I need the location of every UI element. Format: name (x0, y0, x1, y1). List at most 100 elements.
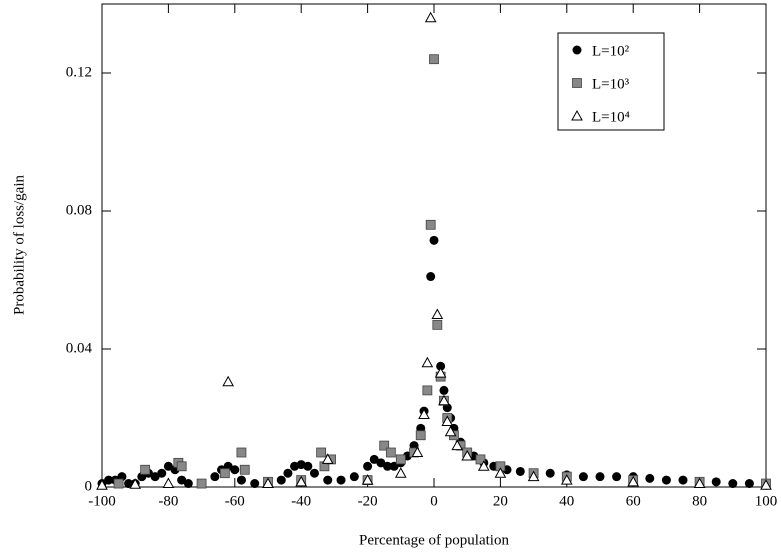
point (309, 468, 319, 478)
point (283, 468, 293, 478)
point (411, 446, 424, 457)
point (436, 361, 446, 371)
point (451, 439, 464, 451)
x-tick-label: -60 (225, 493, 245, 509)
point (434, 367, 447, 378)
point (210, 472, 220, 482)
point (236, 475, 246, 485)
point (728, 479, 738, 489)
point (645, 473, 655, 483)
point (711, 477, 721, 487)
point (385, 447, 396, 458)
point (415, 430, 426, 441)
point (363, 461, 373, 471)
point (438, 394, 450, 406)
point (276, 475, 286, 485)
point (236, 447, 247, 458)
point (425, 219, 436, 230)
point (162, 477, 175, 489)
x-tick-label: 20 (493, 493, 508, 509)
legend-marker (571, 109, 583, 121)
point (321, 453, 334, 464)
x-tick-label: 80 (692, 493, 707, 509)
point (760, 479, 772, 490)
point (394, 467, 407, 478)
x-tick-label: 100 (755, 493, 778, 509)
point (429, 235, 439, 245)
point (383, 461, 393, 471)
point (421, 356, 434, 368)
point (239, 464, 250, 475)
point (163, 461, 173, 471)
y-tick-label: 0.12 (66, 64, 92, 80)
point (627, 475, 640, 487)
point (196, 478, 207, 489)
point (494, 467, 507, 478)
y-tick-label: 0 (85, 478, 93, 494)
legend-label: L=10³ (592, 76, 630, 92)
point (96, 479, 108, 490)
x-tick-label: -80 (158, 493, 178, 509)
point (527, 470, 540, 482)
point (250, 479, 260, 489)
point (316, 447, 327, 458)
point (612, 472, 622, 482)
y-tick-label: 0.08 (66, 202, 92, 218)
point (461, 449, 474, 461)
point (477, 460, 490, 471)
point (140, 464, 151, 475)
legend-label: L=10⁴ (592, 109, 630, 125)
point (104, 475, 114, 485)
point (177, 475, 187, 485)
x-tick-label: -100 (88, 493, 116, 509)
point (379, 440, 390, 451)
x-tick-label: 60 (626, 493, 641, 509)
point (424, 11, 437, 23)
point (183, 479, 193, 489)
point (369, 454, 379, 464)
point (361, 474, 374, 485)
point (113, 478, 124, 489)
point (693, 477, 706, 489)
legend-marker (572, 45, 582, 55)
point (439, 385, 449, 395)
point (678, 475, 688, 485)
point (336, 475, 346, 485)
point (560, 474, 573, 485)
x-tick-label: -20 (358, 493, 378, 509)
legend-marker (572, 78, 582, 88)
point (578, 472, 588, 482)
x-tick-label: 40 (559, 493, 574, 509)
plot-frame (101, 3, 767, 488)
point (157, 468, 167, 478)
point (219, 468, 230, 479)
point (444, 425, 457, 437)
y-tick-label: 0.04 (66, 340, 93, 356)
point (429, 54, 439, 65)
point (230, 465, 240, 475)
point (441, 415, 454, 426)
point (432, 319, 443, 330)
point (129, 478, 142, 489)
point (349, 472, 359, 482)
point (422, 385, 433, 396)
point (661, 475, 671, 485)
point (418, 408, 430, 420)
point (515, 466, 525, 476)
point (303, 461, 313, 471)
point (545, 468, 555, 478)
x-tick-label: -40 (291, 493, 311, 509)
legend-label: L=10² (592, 43, 630, 59)
point (323, 475, 333, 485)
y-axis-label: Probability of loss/gain (11, 175, 27, 315)
x-tick-label: 0 (430, 493, 438, 509)
x-axis-label: Percentage of population (359, 532, 509, 548)
point (124, 479, 134, 489)
point (395, 454, 406, 465)
point (475, 454, 486, 465)
point (295, 475, 308, 487)
point (262, 477, 274, 489)
point (176, 461, 187, 472)
point (426, 272, 436, 282)
